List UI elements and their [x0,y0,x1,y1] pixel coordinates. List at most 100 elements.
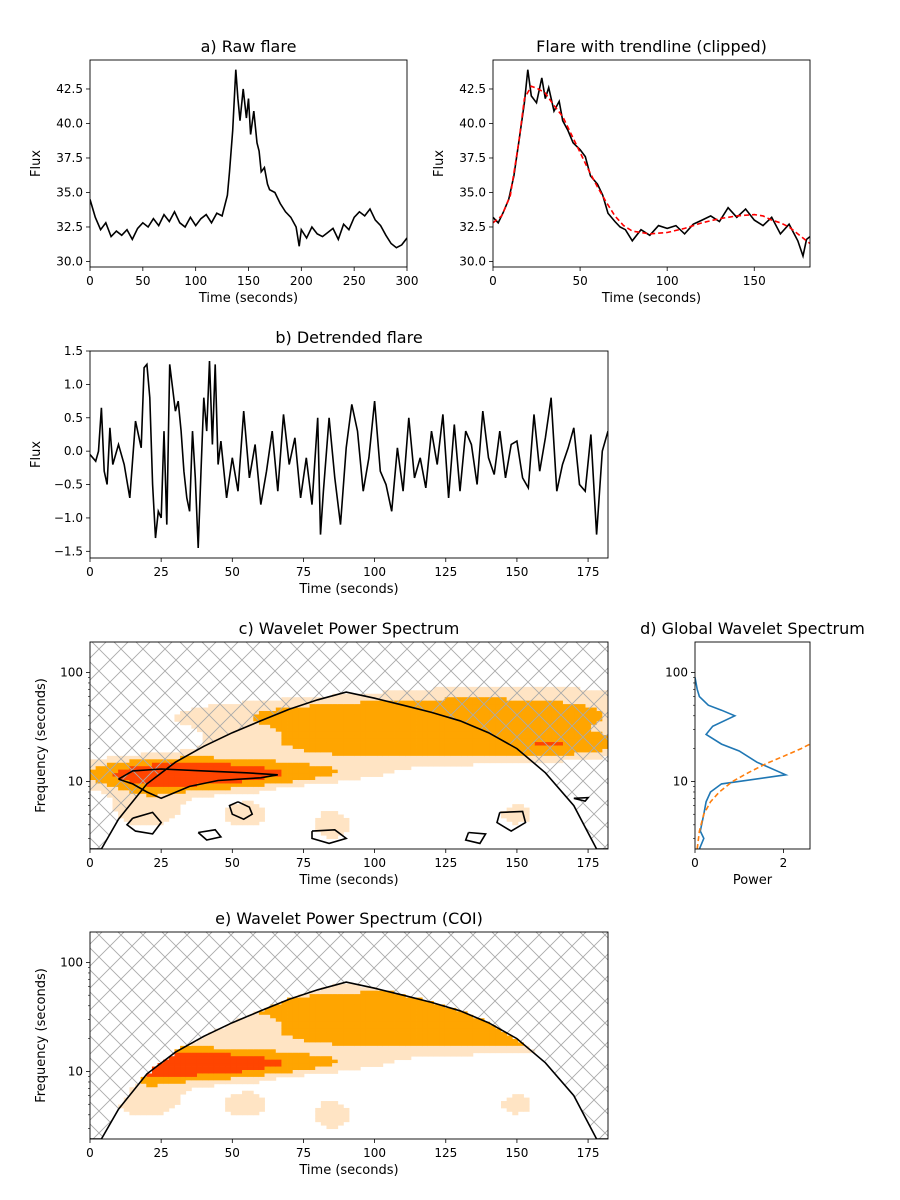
power-cell-c [253,814,260,819]
power-cell-e [264,1035,271,1040]
power-cell-c [377,759,384,764]
power-cell-c [168,814,175,819]
power-cell-c [242,814,249,819]
power-cell-c [382,711,389,715]
power-cell-e [225,1066,232,1071]
power-cell-c [320,780,327,784]
power-cell-c [253,780,260,784]
power-cell-e [298,1042,305,1047]
power-cell-e [168,1076,175,1081]
power-cell-c [320,748,327,753]
power-cell-e [461,1045,468,1050]
power-cell-c [422,717,429,722]
power-cell-c [326,697,333,702]
power-cell-e [320,1001,327,1005]
power-cell-e [287,1042,294,1047]
power-cell-e [523,1101,530,1105]
power-cell-e [309,1018,316,1023]
power-cell-e [495,1032,502,1036]
power-cell-c [517,752,524,757]
power-cell-e [309,1066,316,1071]
power-cell-c [140,790,147,795]
power-cell-c [168,773,175,777]
power-cell-c [478,731,485,736]
power-cell-c [337,745,344,750]
power-cell-c [275,752,282,757]
power-cell-e [326,1101,333,1105]
power-cell-c [410,728,417,733]
power-cell-e [337,1056,344,1061]
power-cell-c [332,780,339,784]
power-cell-c [303,707,310,712]
power-cell-c [292,711,299,715]
power-cell-e [382,997,389,1002]
power-cell-e [461,1038,468,1043]
power-cell-c [230,786,237,791]
power-cell-e [416,1042,423,1047]
power-cell-e [332,1118,339,1123]
power-cell-c [151,807,158,812]
power-cell-e [275,1018,282,1023]
power-cell-c [517,759,524,764]
power-cell-e [332,1107,339,1112]
power-cell-e [343,997,350,1002]
power-cell-c [309,766,316,771]
power-cell-c [478,738,485,743]
power-cell-c [292,752,299,757]
power-cell-c [455,742,463,746]
power-cell-c [337,776,344,781]
power-cell-c [247,724,254,729]
power-cell-e [281,1011,288,1016]
power-cell-c [354,731,361,736]
power-cell-c [433,714,440,719]
power-cell-c [337,721,344,726]
power-cell-e [230,1038,237,1043]
power-cell-e [506,1042,513,1047]
power-cell-e [332,1018,339,1023]
power-cell-e [236,1028,243,1033]
power-cell-e [444,1025,451,1029]
power-cell-e [337,1032,344,1036]
power-cell-c [343,721,350,726]
power-cell-c [337,711,344,715]
power-cell-e [146,1111,153,1116]
power-cell-c [349,704,356,708]
power-cell-c [360,724,367,729]
power-cell-e [213,1045,220,1050]
power-cell-c [377,704,384,708]
power-cell-e [253,1070,260,1074]
power-cell-e [157,1097,164,1102]
power-cell-c [196,790,204,795]
power-cell-c [320,704,327,708]
power-cell-e [292,1001,299,1005]
power-cell-c [343,704,350,708]
power-cell-c [450,745,457,750]
power-cell-e [247,1018,254,1023]
power-cell-e [281,1007,288,1012]
power-cell-c [287,724,294,729]
power-cell-c [174,793,181,798]
power-cell-c [461,759,468,764]
power-cell-e [450,1025,457,1029]
power-cell-c [365,752,372,757]
power-cell-c [292,707,299,712]
power-cell-e [365,1038,372,1043]
power-cell-c [163,790,170,795]
power-cell-c [213,783,220,788]
power-cell-c [495,738,502,743]
power-cell-e [326,1004,333,1009]
power-cell-e [253,1066,260,1071]
power-cell-e [517,1104,524,1109]
power-cell-c [337,704,344,708]
power-cell-c [326,704,333,708]
power-cell-e [343,1035,350,1040]
power-cell-e [349,1007,356,1012]
power-cell-e [495,1045,502,1050]
power-cell-e [253,1107,260,1112]
power-cell-e [129,1097,136,1102]
power-cell-e [247,1104,254,1109]
power-cell-e [174,1080,181,1085]
power-cell-e [377,1007,384,1012]
power-cell-e [253,1052,260,1057]
power-cell-c [281,773,288,777]
